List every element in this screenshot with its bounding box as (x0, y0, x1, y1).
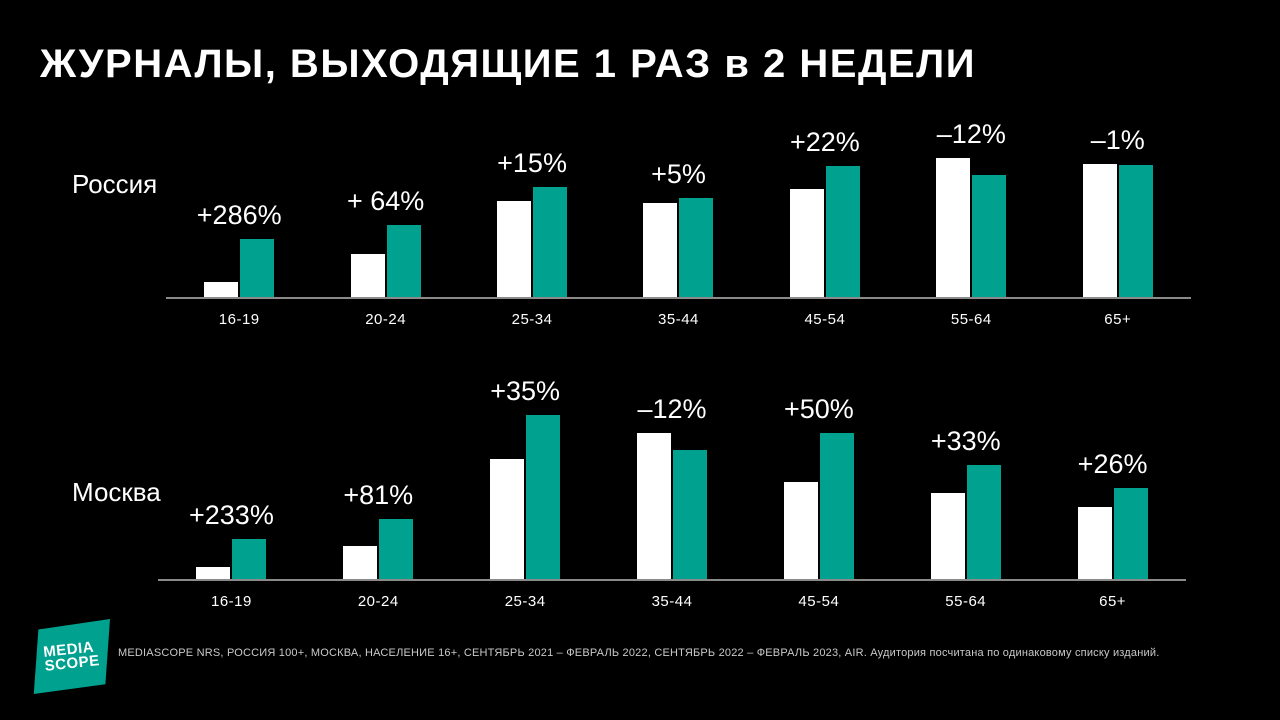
bar-period-2 (379, 519, 414, 579)
page-title: ЖУРНАЛЫ, ВЫХОДЯЩИЕ 1 РАЗ в 2 НЕДЕЛИ (40, 42, 976, 86)
bar-group: +50% 45-54 (745, 389, 892, 610)
bar-pair (350, 225, 421, 297)
bar-group: +81% 20-24 (305, 389, 452, 610)
bar-pair (204, 239, 275, 297)
russia-bar-chart: +286% 16-19 + 64% 20-24 +15% 25-34 +5% 35-44 +22… (166, 117, 1191, 328)
change-percent-label: +286% (196, 200, 282, 230)
bar-period-1 (350, 254, 385, 297)
bar-period-2 (1113, 488, 1148, 579)
change-percent-label: +233% (189, 500, 274, 530)
mediascope-logo-line2: SCOPE (43, 651, 101, 675)
bar-period-2 (240, 239, 275, 297)
bar-period-1 (637, 433, 671, 579)
change-percent-label: +22% (789, 127, 860, 157)
category-label: 65+ (1104, 311, 1132, 328)
bar-period-1 (490, 459, 525, 579)
category-label: 25-34 (511, 311, 553, 328)
bar-period-1 (343, 546, 378, 579)
bar-group: –1% 65+ (1045, 117, 1191, 328)
bar-period-2 (386, 225, 421, 297)
category-label: 20-24 (365, 311, 407, 328)
bar-period-1 (196, 567, 231, 579)
bar-group: +15% 25-34 (459, 117, 605, 328)
bar-pair (1077, 488, 1148, 579)
bar-period-2 (1118, 165, 1153, 297)
bar-pair (789, 166, 860, 297)
bar-period-2 (972, 175, 1007, 297)
bar-group: +5% 35-44 (605, 117, 751, 328)
category-label: 20-24 (357, 593, 399, 610)
bar-pair (497, 187, 568, 297)
change-percent-label: +50% (783, 394, 854, 424)
bar-group: +26% 65+ (1039, 389, 1186, 610)
bar-pair (936, 158, 1007, 297)
bar-pair (490, 415, 561, 579)
category-label: 55-64 (945, 593, 987, 610)
bar-group: + 64% 20-24 (312, 117, 458, 328)
bar-period-1 (497, 201, 532, 297)
bar-period-2 (673, 450, 707, 579)
change-percent-label: +5% (651, 159, 706, 189)
bar-group: +286% 16-19 (166, 117, 312, 328)
bar-period-1 (1082, 164, 1117, 297)
mediascope-logo-text: MEDIA SCOPE (42, 638, 101, 675)
bar-period-2 (232, 539, 267, 579)
category-label: 25-34 (504, 593, 546, 610)
source-footnote: MEDIASCOPE NRS, РОССИЯ 100+, МОСКВА, НАС… (118, 647, 1160, 659)
bar-period-2 (533, 187, 568, 297)
bar-period-2 (966, 465, 1001, 579)
bar-period-1 (930, 493, 965, 579)
bar-group: +233% 16-19 (158, 389, 305, 610)
bar-group: +33% 55-64 (892, 389, 1039, 610)
change-percent-label: –12% (936, 119, 1006, 149)
change-percent-label: +26% (1077, 449, 1148, 479)
category-label: 16-19 (218, 311, 260, 328)
bar-period-2 (679, 198, 714, 297)
bar-period-1 (643, 203, 678, 297)
bar-pair (637, 433, 707, 579)
category-label: 35-44 (658, 311, 699, 328)
change-percent-label: +35% (490, 376, 561, 406)
bar-pair (343, 519, 414, 579)
bar-period-2 (526, 415, 561, 579)
bar-period-2 (819, 433, 854, 579)
category-label: 55-64 (950, 311, 992, 328)
bar-group: +22% 45-54 (752, 117, 898, 328)
bar-pair (643, 198, 714, 297)
category-label: 45-54 (798, 593, 840, 610)
category-label: 16-19 (210, 593, 252, 610)
bar-pair (196, 539, 267, 579)
category-label: 45-54 (804, 311, 846, 328)
region-label-moscow: Москва (72, 477, 161, 507)
category-label: 35-44 (651, 593, 693, 610)
bar-period-1 (204, 282, 239, 297)
change-percent-label: –1% (1090, 125, 1145, 155)
bar-period-1 (789, 189, 824, 297)
bar-group: +35% 25-34 (452, 376, 599, 610)
bar-pair (783, 433, 854, 579)
bar-period-1 (936, 158, 971, 297)
category-label: 65+ (1099, 593, 1127, 610)
change-percent-label: –12% (637, 394, 707, 424)
bar-period-2 (825, 166, 860, 297)
moscow-bar-chart: +233% 16-19 +81% 20-24 +35% 25-34 –12% 35-44 +50… (158, 376, 1186, 610)
bar-period-1 (783, 482, 818, 579)
bar-group: –12% 35-44 (599, 389, 746, 610)
bar-group: –12% 55-64 (898, 117, 1044, 328)
mediascope-logo-shape: MEDIA SCOPE (33, 619, 110, 694)
change-percent-label: +81% (343, 480, 414, 510)
bar-period-1 (1077, 507, 1112, 579)
bar-pair (1082, 164, 1153, 297)
bar-pair (930, 465, 1001, 579)
mediascope-logo-icon: MEDIA SCOPE (33, 619, 110, 694)
change-percent-label: +33% (930, 426, 1001, 456)
change-percent-label: +15% (497, 148, 567, 178)
region-label-russia: Россия (72, 169, 158, 199)
change-percent-label: + 64% (346, 186, 425, 216)
